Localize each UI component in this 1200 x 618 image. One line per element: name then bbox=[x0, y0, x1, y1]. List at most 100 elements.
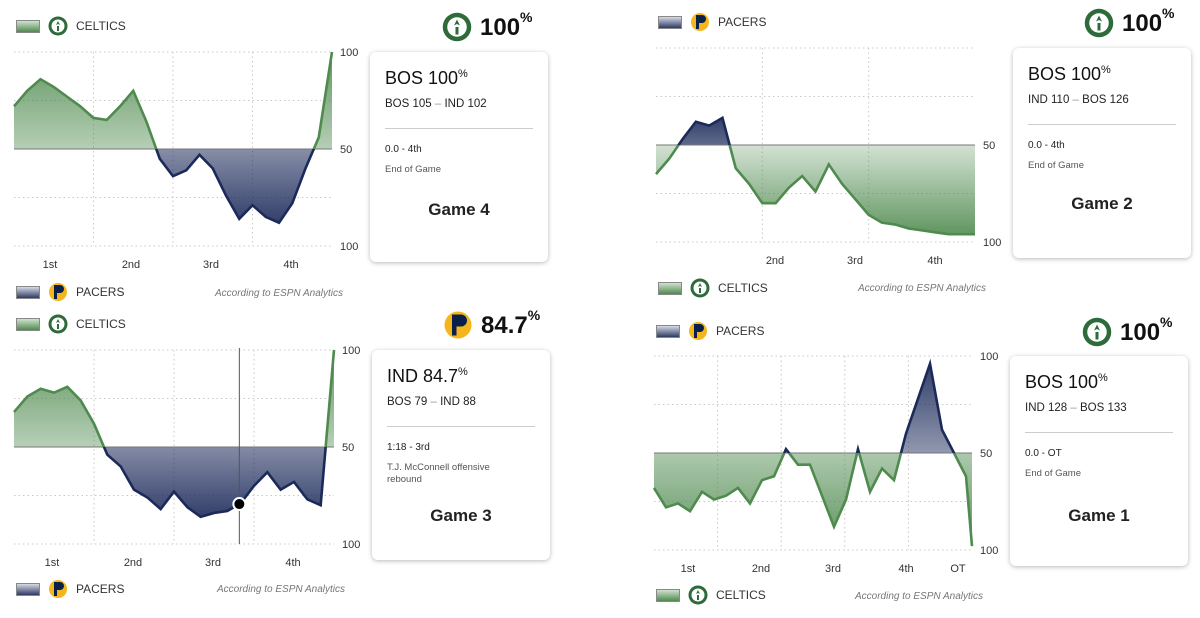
pacers-logo-icon bbox=[444, 311, 472, 339]
y-tick-label: 100 bbox=[342, 539, 360, 551]
top-team-name: CELTICS bbox=[76, 317, 126, 331]
game-summary-card: BOS 100% IND 128 – BOS 133 0.0 - OT End … bbox=[1010, 356, 1188, 566]
x-period-label: 4th bbox=[283, 259, 298, 271]
top-team-area bbox=[654, 363, 972, 453]
game-label: Game 2 bbox=[1071, 194, 1133, 213]
winner-probability: 100% bbox=[1082, 314, 1173, 347]
x-period-label: 1st bbox=[43, 259, 58, 271]
card-divider bbox=[1028, 124, 1176, 125]
win-probability-chart: 100 50 100 1st 2nd 3rd 4th bbox=[13, 345, 360, 569]
y-tick-label: 100 bbox=[340, 47, 358, 59]
pacers-logo-icon bbox=[691, 13, 709, 31]
bottom-team-name: PACERS bbox=[76, 582, 125, 596]
bottom-team-line bbox=[652, 453, 974, 547]
pacers-swatch bbox=[16, 582, 40, 596]
credit-text: According to ESPN Analytics bbox=[858, 283, 987, 294]
game1-panel: PACERS 100% 100 50 100 1st 2nd 3rd 4th OT BOS 1… bbox=[640, 300, 1200, 618]
winner-probability: 100% bbox=[1084, 5, 1175, 38]
y-tick-label: 100 bbox=[342, 345, 360, 357]
top-team-legend: CELTICS bbox=[16, 314, 126, 334]
bottom-team-line bbox=[655, 145, 975, 236]
pacers-logo-icon bbox=[49, 580, 67, 598]
y-tick-label: 50 bbox=[340, 144, 352, 156]
top-team-name: CELTICS bbox=[76, 19, 126, 33]
x-period-label: 3rd bbox=[203, 259, 219, 271]
credit-text: According to ESPN Analytics bbox=[217, 584, 346, 595]
top-team-line bbox=[13, 349, 336, 447]
cursor-marker[interactable] bbox=[232, 497, 247, 512]
celtics-swatch bbox=[16, 19, 40, 33]
celtics-swatch bbox=[658, 281, 682, 295]
card-clock: 1:18 - 3rd bbox=[387, 442, 430, 453]
pacers-logo-icon bbox=[689, 322, 707, 340]
celtics-logo-icon bbox=[442, 12, 472, 42]
y-tick-label: 100 bbox=[980, 351, 998, 363]
top-team-name: PACERS bbox=[716, 324, 765, 338]
card-probability: BOS 100% bbox=[1028, 64, 1111, 84]
bottom-team-name: PACERS bbox=[76, 285, 125, 299]
x-period-label: 2nd bbox=[124, 557, 142, 569]
win-probability-chart: 100 50 100 1st 2nd 3rd 4th OT bbox=[652, 351, 998, 575]
top-team-line bbox=[782, 358, 956, 453]
celtics-logo-icon bbox=[690, 278, 710, 298]
top-team-line bbox=[677, 115, 731, 145]
top-team-legend: PACERS bbox=[658, 12, 766, 32]
y-tick-label: 100 bbox=[983, 237, 1001, 249]
top-team-area bbox=[656, 117, 975, 145]
card-probability: BOS 100% bbox=[385, 68, 468, 88]
credit-text: According to ESPN Analytics bbox=[215, 288, 344, 299]
x-period-label: 2nd bbox=[766, 255, 784, 267]
card-event: End of Game bbox=[1028, 160, 1084, 171]
game3-panel: CELTICS 84.7% 100 50 100 1st 2nd 3rd 4th IND 8… bbox=[0, 300, 560, 618]
celtics-logo-icon bbox=[688, 585, 708, 605]
card-clock: 0.0 - 4th bbox=[1028, 140, 1065, 151]
x-period-label: 1st bbox=[45, 557, 60, 569]
card-score: IND 110 – BOS 126 bbox=[1028, 94, 1129, 106]
winner-value: 100 bbox=[1122, 9, 1163, 37]
game-label: Game 3 bbox=[430, 506, 492, 525]
bottom-team-name: CELTICS bbox=[718, 281, 768, 295]
y-tick-label: 100 bbox=[340, 241, 358, 253]
x-period-label: 1st bbox=[681, 563, 696, 575]
pacers-swatch bbox=[656, 324, 680, 338]
game-summary-card: BOS 100% IND 110 – BOS 126 0.0 - 4th End… bbox=[1013, 48, 1191, 258]
card-score: IND 128 – BOS 133 bbox=[1025, 402, 1127, 414]
bottom-team-legend: PACERS bbox=[16, 579, 124, 599]
game-label: Game 1 bbox=[1068, 506, 1130, 525]
top-team-area bbox=[14, 52, 332, 149]
card-score: BOS 105 – IND 102 bbox=[385, 98, 487, 110]
x-period-label: 4th bbox=[285, 557, 300, 569]
bottom-team-area bbox=[654, 453, 972, 547]
x-period-label: 3rd bbox=[825, 563, 841, 575]
top-team-name: PACERS bbox=[718, 15, 767, 29]
x-period-label: 2nd bbox=[122, 259, 140, 271]
win-probability-chart: 100 50 100 1st 2nd 3rd 4th bbox=[13, 47, 358, 271]
win-probability-chart: 50 100 2nd 3rd 4th bbox=[655, 47, 1001, 267]
y-tick-label: 100 bbox=[980, 545, 998, 557]
x-period-label: OT bbox=[950, 563, 966, 575]
card-event: End of Game bbox=[385, 164, 441, 175]
card-event: End of Game bbox=[1025, 468, 1081, 479]
bottom-team-legend: CELTICS bbox=[656, 585, 766, 605]
winner-value: 84.7 bbox=[481, 311, 528, 339]
winner-probability: 100% bbox=[442, 9, 533, 42]
pacers-swatch bbox=[16, 285, 40, 299]
celtics-swatch bbox=[16, 317, 40, 331]
winner-probability: 84.7% bbox=[443, 307, 540, 340]
x-period-label: 4th bbox=[898, 563, 913, 575]
bottom-team-line bbox=[154, 149, 316, 225]
card-probability: IND 84.7% bbox=[387, 366, 468, 386]
card-divider bbox=[1025, 432, 1173, 433]
y-tick-label: 50 bbox=[983, 140, 995, 152]
game-summary-card: BOS 100% BOS 105 – IND 102 0.0 - 4th End… bbox=[370, 52, 548, 262]
bottom-team-legend: PACERS bbox=[16, 282, 124, 302]
card-divider bbox=[385, 128, 533, 129]
winner-value: 100 bbox=[1120, 318, 1161, 346]
pacers-logo-icon bbox=[49, 283, 67, 301]
celtics-logo-icon bbox=[48, 16, 68, 36]
credit-text: According to ESPN Analytics bbox=[855, 591, 984, 602]
winner-value: 100 bbox=[480, 13, 521, 41]
card-event: T.J. McConnell offensive rebound bbox=[387, 462, 490, 485]
card-clock: 0.0 - OT bbox=[1025, 448, 1062, 459]
x-period-label: 2nd bbox=[752, 563, 770, 575]
